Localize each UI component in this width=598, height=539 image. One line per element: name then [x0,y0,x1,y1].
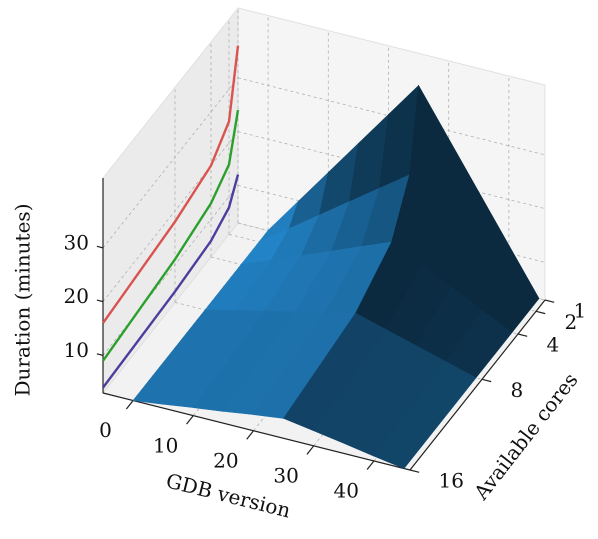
x-tick-label: 30 [273,464,298,488]
grid-line [102,77,239,249]
z-tick [96,353,104,356]
y-tick [481,378,492,383]
x-tick [306,445,315,455]
wall-line [102,174,240,389]
x-tick [186,415,194,425]
surface-patch [373,361,477,469]
z-tick [96,299,104,303]
z-tick [96,245,104,249]
x-tick [125,400,134,410]
wall-line [102,45,240,324]
z-tick-label: 10 [64,338,89,362]
x-tick-label: 20 [213,448,238,472]
y-tick [544,299,555,303]
y-axis [409,299,546,471]
grid-line [102,131,239,302]
z-tick-label: 30 [64,230,89,254]
z-tick-label: 20 [64,284,89,308]
x-tick-label: 40 [334,479,359,503]
y-tick-label: 8 [511,378,524,402]
x-tick-label: 10 [153,433,178,457]
y-tick-label: 2 [565,310,578,334]
y-tick [535,310,546,315]
y-tick-label: 4 [547,333,560,357]
y-axis-label: Available cores [468,368,582,505]
x-tick [366,460,375,470]
y-tick [409,469,420,473]
x-axis [102,392,411,471]
wall-line [102,109,240,362]
x-tick [246,430,254,440]
y-tick-label: 16 [439,469,464,493]
x-tick-label: 0 [99,418,112,442]
y-tick [517,333,528,337]
y-tick-label: 1 [574,299,587,323]
z-axis-label: Duration (minutes) [11,204,35,397]
